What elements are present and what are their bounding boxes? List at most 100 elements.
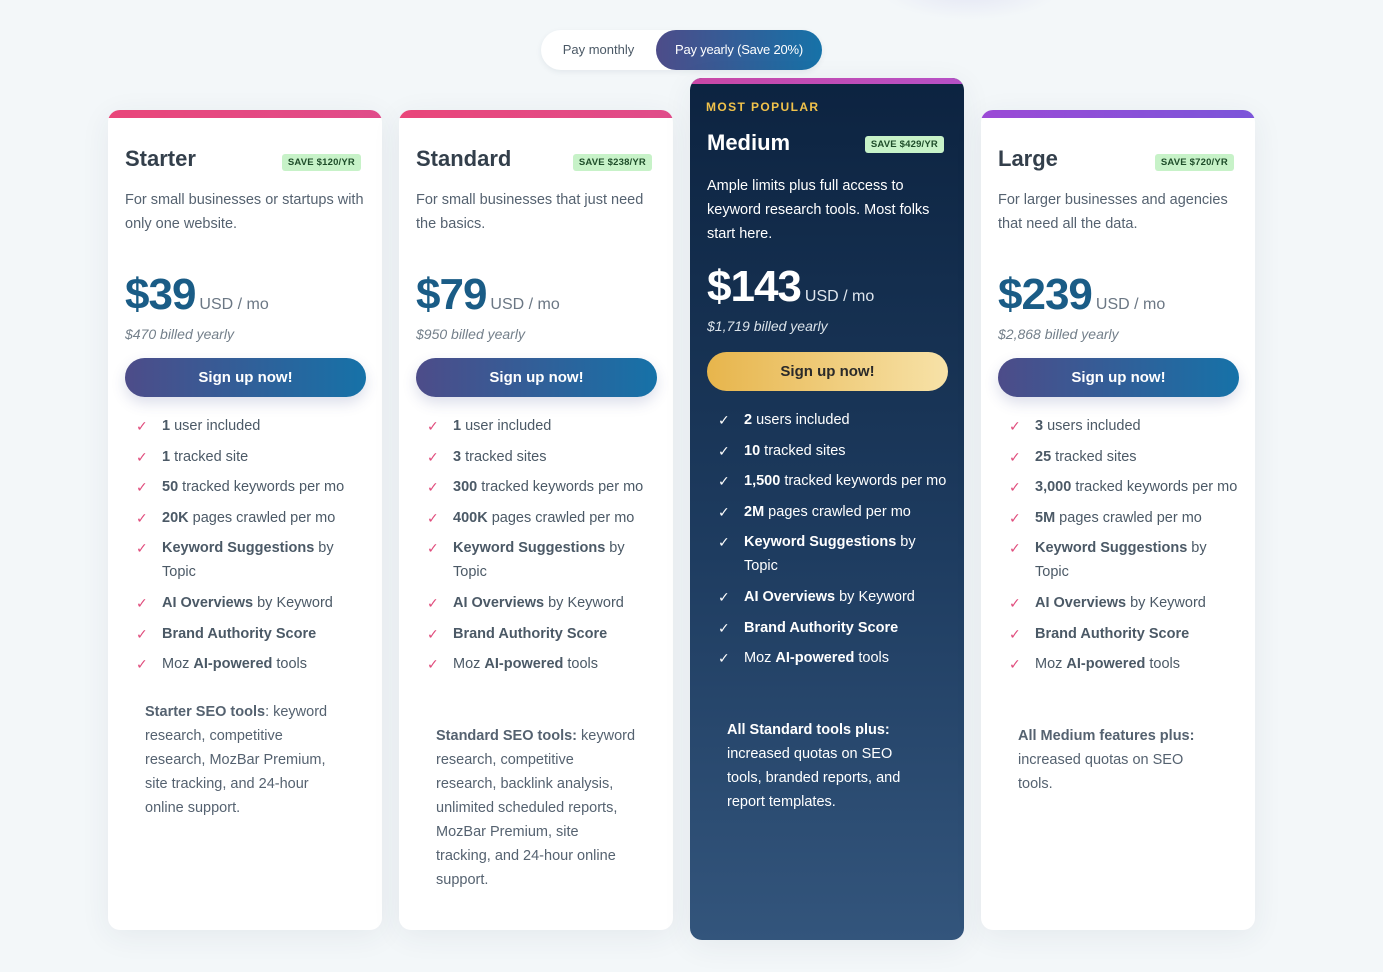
feature-item: ✓ 25 tracked sites — [1009, 445, 1241, 469]
feature-highlight: 2M — [744, 503, 765, 520]
save-badge: SAVE $720/YR — [1154, 154, 1234, 171]
feature-highlight: AI Overviews — [1035, 594, 1127, 611]
feature-highlight: AI-powered — [775, 650, 855, 667]
feature-item: ✓ 2M pages crawled per mo — [718, 500, 950, 524]
feature-text: by Topic — [1035, 540, 1207, 581]
plan-description: Ample limits plus full access to keyword… — [707, 178, 930, 242]
feature-prefix: Moz — [1035, 656, 1067, 673]
feature-item: ✓ 1 user included — [427, 414, 659, 438]
check-icon: ✓ — [1009, 509, 1021, 526]
save-badge: SAVE $120/YR — [281, 154, 361, 171]
feature-highlight: Keyword Suggestions — [453, 540, 606, 557]
feature-item: ✓ 10 tracked sites — [718, 439, 950, 463]
feature-item: ✓ AI Overviews by Keyword — [136, 591, 368, 615]
plan-summary: Standard SEO tools: keyword research, co… — [436, 724, 636, 892]
check-icon: ✓ — [718, 619, 730, 636]
feature-item: ✓ 3,000 tracked keywords per mo — [1009, 475, 1241, 499]
check-icon: ✓ — [136, 418, 148, 434]
feature-text: users included — [1043, 418, 1141, 434]
feature-list: ✓ 2 users included ✓ 10 tracked sites ✓ 1,500… — [718, 408, 950, 677]
plan-summary: All Standard tools plus: increased quota… — [727, 718, 927, 814]
sign-up-button[interactable]: Sign up now! — [707, 352, 948, 391]
feature-item: ✓ 2 users included — [718, 408, 950, 432]
feature-text: tools — [272, 656, 308, 673]
plan-card-starter: Starter SAVE $120/YR For small businesse… — [108, 110, 382, 930]
billed-yearly: $950 billed yearly — [416, 326, 525, 342]
feature-text: tracked site — [170, 448, 249, 465]
check-icon: ✓ — [136, 448, 148, 465]
billed-yearly: $2,868 billed yearly — [998, 326, 1119, 342]
check-icon: ✓ — [136, 509, 148, 526]
feature-item: ✓ Brand Authority Score — [427, 622, 659, 646]
check-icon: ✓ — [718, 534, 730, 551]
feature-item: ✓ Brand Authority Score — [136, 622, 368, 646]
pay-monthly-option[interactable]: Pay monthly — [562, 42, 635, 57]
sign-up-button[interactable]: Sign up now! — [416, 358, 657, 397]
feature-highlight: 3,000 — [1035, 479, 1072, 496]
feature-item: ✓ AI Overviews by Keyword — [1009, 591, 1241, 615]
feature-item: ✓ 400K pages crawled per mo — [427, 506, 659, 530]
plan-card-medium: MOST POPULAR Medium SAVE $429/YR Ample l… — [690, 78, 964, 940]
feature-highlight: AI Overviews — [162, 594, 254, 611]
billed-yearly: $1,719 billed yearly — [707, 318, 828, 334]
feature-text: tracked sites — [760, 442, 846, 459]
plan-price: $143 USD / mo — [707, 262, 874, 312]
feature-text: tracked keywords per mo — [178, 479, 345, 496]
plan-price: $239 USD / mo — [998, 270, 1165, 320]
feature-prefix: Moz — [453, 656, 485, 673]
feature-highlight: 3 — [1035, 418, 1044, 434]
feature-text: by Keyword — [544, 594, 624, 611]
feature-text: pages crawled per mo — [188, 509, 336, 526]
check-icon: ✓ — [427, 656, 439, 673]
feature-text: user included — [170, 418, 261, 434]
feature-highlight: Brand Authority Score — [1035, 625, 1190, 642]
check-icon: ✓ — [718, 412, 730, 428]
feature-text: tools — [563, 656, 599, 673]
plan-name: Large — [998, 146, 1058, 171]
check-icon: ✓ — [427, 625, 439, 642]
most-popular-label: MOST POPULAR — [706, 100, 820, 114]
plan-card-large: Large SAVE $720/YR For larger businesses… — [981, 110, 1255, 930]
feature-highlight: 25 — [1035, 448, 1052, 465]
price-amount: $39 — [125, 270, 196, 319]
feature-prefix: Moz — [744, 650, 776, 667]
feature-item: ✓ Keyword Suggestions by Topic — [1009, 536, 1241, 584]
feature-item: ✓ AI Overviews by Keyword — [427, 591, 659, 615]
feature-text: pages crawled per mo — [487, 509, 635, 526]
plan-summary: All Medium features plus: increased quot… — [1018, 724, 1218, 796]
save-badge: SAVE $238/YR — [572, 154, 652, 171]
feature-highlight: 1 — [162, 418, 171, 434]
feature-item: ✓ Brand Authority Score — [1009, 622, 1241, 646]
feature-list: ✓ 1 user included ✓ 3 tracked sites ✓ 300 tra… — [427, 414, 659, 683]
sign-up-button[interactable]: Sign up now! — [998, 358, 1239, 397]
feature-highlight: 1,500 — [744, 473, 781, 490]
feature-text: tools — [854, 650, 890, 667]
feature-highlight: 1 — [453, 418, 462, 434]
summary-text: : keyword research, competitive research… — [145, 704, 328, 816]
feature-text: by Topic — [453, 540, 625, 581]
plan-description: For larger businesses and agencies that … — [998, 192, 1228, 232]
feature-item: ✓ 5M pages crawled per mo — [1009, 506, 1241, 530]
summary-text: keyword research, competitive research, … — [436, 728, 636, 888]
billed-yearly: $470 billed yearly — [125, 326, 234, 342]
price-amount: $143 — [707, 262, 802, 311]
summary-heading: Starter SEO tools — [145, 704, 266, 720]
feature-text: users included — [752, 412, 850, 428]
price-amount: $79 — [416, 270, 487, 319]
feature-highlight: Brand Authority Score — [162, 625, 317, 642]
check-icon: ✓ — [1009, 540, 1021, 557]
card-accent-bar — [690, 78, 964, 84]
feature-text: tracked keywords per mo — [780, 473, 947, 490]
feature-item: ✓ 1 user included — [136, 414, 368, 438]
plan-name: Standard — [416, 146, 512, 171]
check-icon: ✓ — [427, 594, 439, 611]
price-amount: $239 — [998, 270, 1093, 319]
sign-up-button[interactable]: Sign up now! — [125, 358, 366, 397]
pay-yearly-option[interactable]: Pay yearly (Save 20%) — [656, 30, 822, 70]
check-icon: ✓ — [1009, 479, 1021, 496]
check-icon: ✓ — [1009, 625, 1021, 642]
card-accent-bar — [399, 110, 673, 118]
save-badge: SAVE $429/YR — [864, 136, 944, 153]
price-unit: USD / mo — [1095, 296, 1166, 313]
check-icon: ✓ — [718, 650, 730, 667]
